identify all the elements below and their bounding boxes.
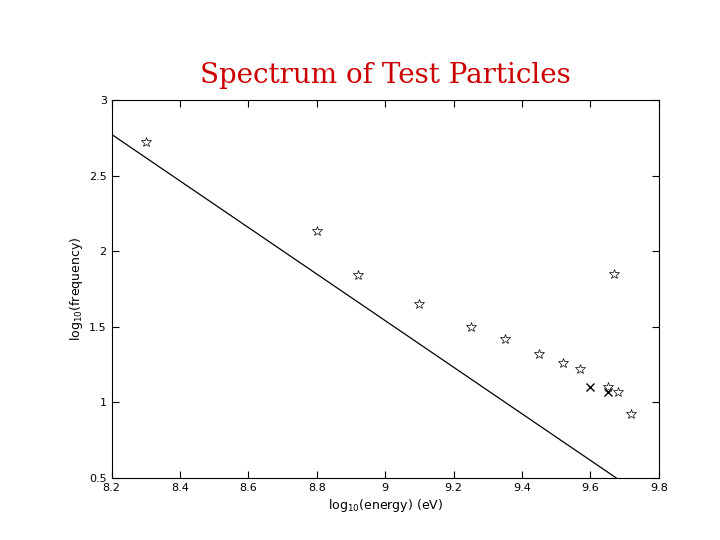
Title: Spectrum of Test Particles: Spectrum of Test Particles xyxy=(200,62,570,89)
X-axis label: $\mathrm{log_{10}(energy)\ (eV)}$: $\mathrm{log_{10}(energy)\ (eV)}$ xyxy=(328,497,443,514)
Y-axis label: $\mathrm{log_{10}(frequency)}$: $\mathrm{log_{10}(frequency)}$ xyxy=(68,237,85,341)
